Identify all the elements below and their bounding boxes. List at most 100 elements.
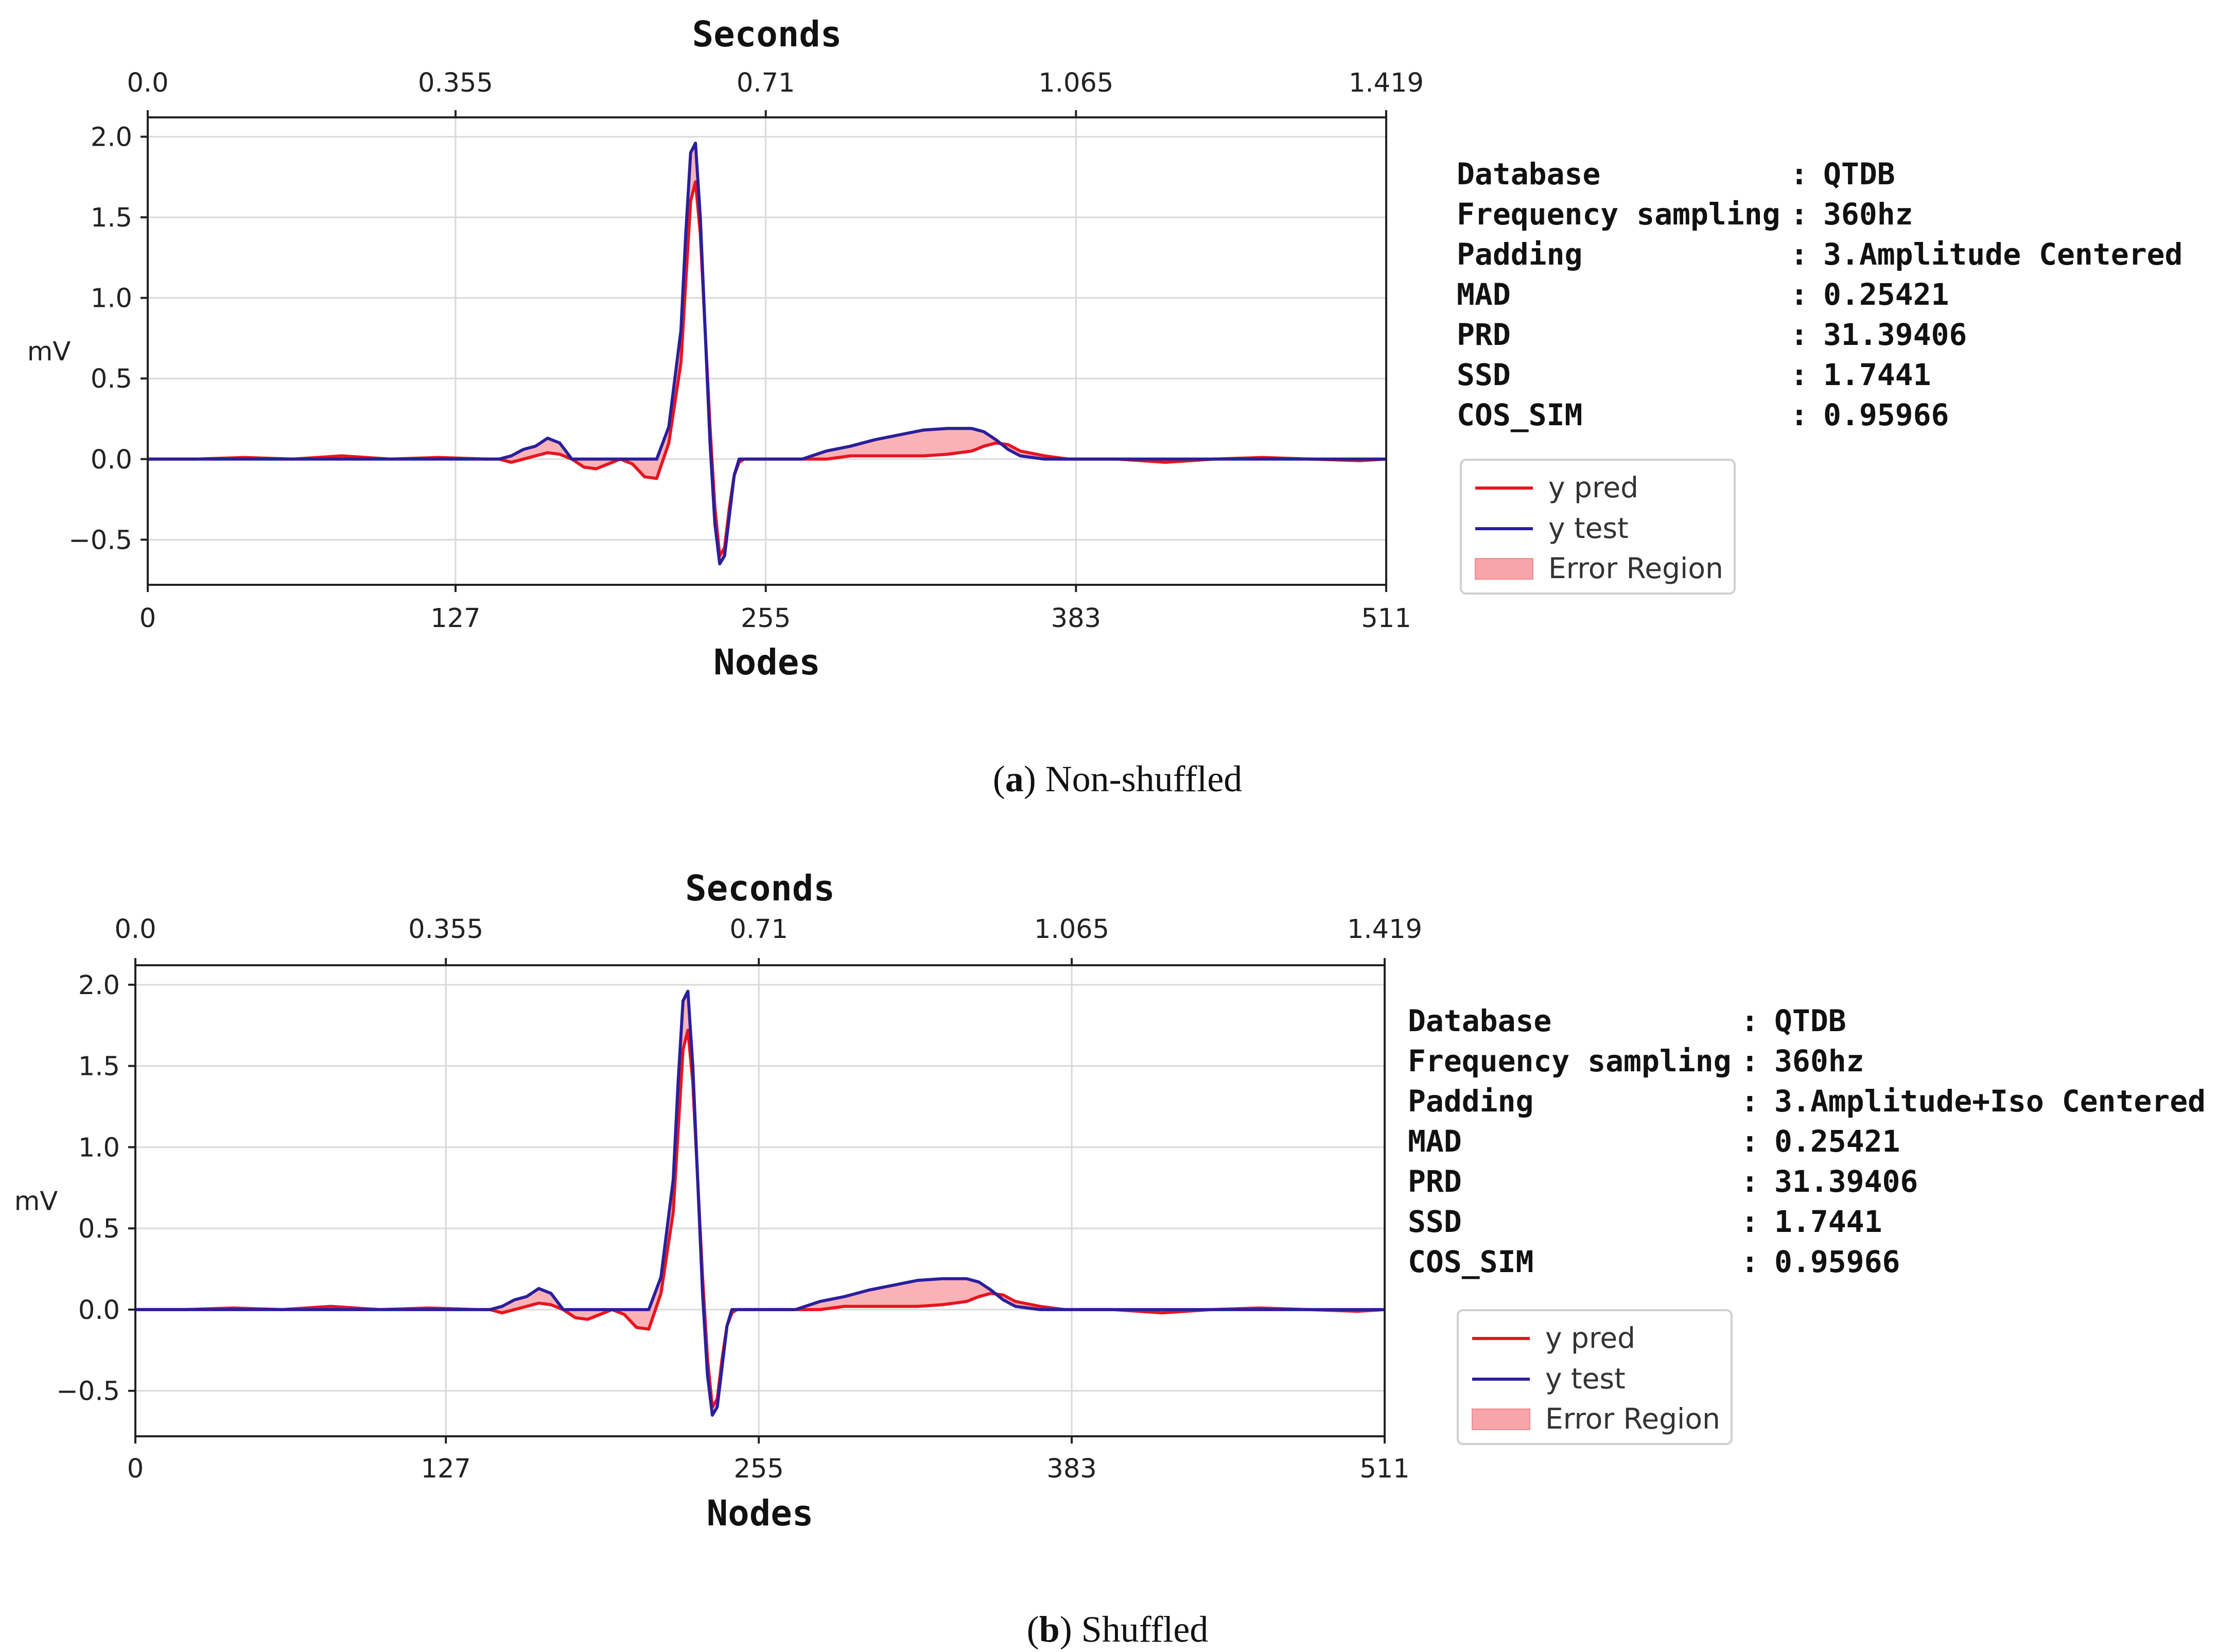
top-tick-label: 0.355 <box>418 68 493 98</box>
metric-colon: : <box>1790 156 1808 192</box>
x-tick-label: 0 <box>139 603 156 634</box>
y-tick-label: 1.5 <box>91 203 132 233</box>
metric-key: COS_SIM <box>1457 397 1582 432</box>
grid <box>134 965 1386 1436</box>
x-tick-label: 511 <box>1361 603 1411 634</box>
metric-colon: : <box>1741 1003 1759 1038</box>
legend-swatch-fill <box>1475 558 1533 580</box>
metric-key: Padding <box>1457 237 1582 272</box>
metric-value: QTDB <box>1774 1003 1846 1038</box>
metric-colon: : <box>1790 357 1808 392</box>
top-tick-label: 0.0 <box>127 68 168 98</box>
metric-colon: : <box>1741 1084 1759 1119</box>
legend-label: y pred <box>1545 1321 1635 1354</box>
x-tick-label: 383 <box>1051 603 1101 634</box>
metric-value: 3.Amplitude Centered <box>1823 237 2182 272</box>
x-tick-label: 255 <box>734 1454 783 1484</box>
x-tick-label: 0 <box>127 1454 144 1484</box>
metric-colon: : <box>1741 1244 1759 1279</box>
metric-colon: : <box>1741 1044 1759 1079</box>
metric-colon: : <box>1790 317 1808 352</box>
metric-key: PRD <box>1408 1164 1462 1199</box>
x-tick-label: 127 <box>430 603 480 634</box>
metric-colon: : <box>1741 1164 1759 1199</box>
legend-label: y test <box>1548 512 1629 545</box>
top-axis-title: Seconds <box>685 868 835 909</box>
y-tick-label: −0.5 <box>56 1377 120 1407</box>
legend: y pred y test Error Region <box>1457 1309 1733 1445</box>
metric-key: PRD <box>1457 317 1511 352</box>
x-tick-label: 255 <box>741 603 791 634</box>
x-tick-label: 127 <box>421 1454 471 1484</box>
top-tick-label: 0.71 <box>737 68 795 98</box>
metric-value: 1.7441 <box>1823 357 1931 392</box>
metric-colon: : <box>1790 277 1808 312</box>
y-tick-label: 0.5 <box>78 1214 120 1244</box>
metric-value: 360hz <box>1774 1044 1864 1079</box>
top-tick-label: 1.419 <box>1349 68 1424 98</box>
top-tick-label: 1.419 <box>1347 914 1422 945</box>
y-tick-label: 1.0 <box>91 284 132 314</box>
metric-value: 31.39406 <box>1774 1164 1918 1199</box>
metric-key: Database <box>1408 1003 1551 1038</box>
metric-value: 31.39406 <box>1823 317 1967 352</box>
x-tick-label: 383 <box>1046 1454 1096 1484</box>
legend-label: y test <box>1545 1362 1626 1395</box>
metric-colon: : <box>1741 1124 1759 1159</box>
metric-value: 0.95966 <box>1774 1244 1900 1279</box>
y-tick-label: 1.5 <box>78 1052 120 1082</box>
legend-label: y pred <box>1548 471 1638 504</box>
top-tick-label: 0.355 <box>408 914 483 945</box>
series-line-y-pred <box>135 1029 1385 1409</box>
plot-frame <box>134 964 1386 1437</box>
y-axis-title: mV <box>14 1187 58 1217</box>
metric-key: SSD <box>1408 1204 1462 1239</box>
legend: y pred y test Error Region <box>1460 459 1736 595</box>
y-tick-label: 0.0 <box>91 445 132 475</box>
panel-caption: (a) Non-shuffled <box>993 758 1243 799</box>
legend-swatch-fill <box>1472 1408 1530 1430</box>
grid <box>147 117 1387 585</box>
metric-key: Database <box>1457 156 1600 192</box>
x-axis-title: Nodes <box>713 642 820 683</box>
metric-key: MAD <box>1408 1124 1462 1159</box>
x-axis-title: Nodes <box>707 1493 814 1534</box>
metric-key: Padding <box>1408 1084 1533 1119</box>
legend-label: Error Region <box>1548 552 1723 585</box>
chart-panel-a: 0 127 255 383 511 0.0 0.355 0.71 1.065 1.419 2.0 1.… <box>27 14 2183 799</box>
top-tick-label: 0.0 <box>114 914 156 945</box>
error-region <box>135 991 1385 1415</box>
metric-colon: : <box>1790 397 1808 432</box>
metric-key: Frequency sampling <box>1408 1044 1732 1079</box>
x-tick-label: 511 <box>1359 1454 1409 1484</box>
top-tick-label: 1.065 <box>1038 68 1113 98</box>
y-tick-label: 0.5 <box>91 364 132 394</box>
top-tick-label: 0.71 <box>729 914 788 945</box>
y-tick-label: −0.5 <box>68 525 132 555</box>
metric-key: SSD <box>1457 357 1511 392</box>
series-line-y-pred <box>148 180 1387 558</box>
metric-key: Frequency sampling <box>1457 197 1780 232</box>
series-line-y-test <box>148 142 1386 566</box>
metric-value: QTDB <box>1823 156 1895 192</box>
metric-key: COS_SIM <box>1408 1244 1533 1279</box>
top-tick-label: 1.065 <box>1034 914 1109 945</box>
y-axis-title: mV <box>27 337 71 367</box>
metric-colon: : <box>1790 197 1808 232</box>
y-tick-label: 0.0 <box>78 1295 120 1326</box>
error-region <box>148 143 1386 564</box>
metric-value: 1.7441 <box>1774 1204 1882 1239</box>
y-tick-label: 2.0 <box>78 970 120 1001</box>
plot-frame <box>147 116 1387 586</box>
y-tick-label: 2.0 <box>91 123 132 153</box>
legend-label: Error Region <box>1545 1402 1720 1435</box>
metric-value: 0.95966 <box>1823 397 1949 432</box>
metric-colon: : <box>1741 1204 1759 1239</box>
metric-value: 3.Amplitude+Iso Centered <box>1774 1084 2206 1119</box>
metric-colon: : <box>1790 237 1808 272</box>
panel-caption: (b) Shuffled <box>1027 1609 1209 1650</box>
metric-value: 0.25421 <box>1823 277 1949 312</box>
